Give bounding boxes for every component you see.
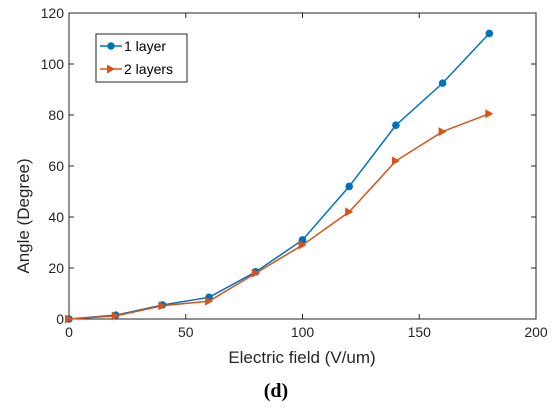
data-point-1-layer [345, 182, 354, 191]
data-point-2-layers [298, 240, 307, 250]
legend-box [95, 33, 188, 83]
plot-axes: 0 50 100 150 200 0 20 40 60 80 100 120 [41, 5, 548, 340]
legend-label-2-layers: 2 layers [124, 61, 173, 77]
data-point-1-layer [392, 121, 400, 129]
y-tick-label: 80 [48, 107, 64, 123]
x-tick-label: 200 [524, 324, 548, 340]
y-axis-label: Angle (Degree) [14, 158, 33, 273]
x-tick-label: 100 [291, 324, 315, 340]
data-point-2-layers [485, 109, 494, 119]
x-tick-label: 150 [408, 324, 432, 340]
data-point-1-layer [485, 29, 494, 38]
y-tick-label: 120 [41, 5, 65, 21]
x-axis-label: Electric field (V/um) [228, 348, 375, 367]
y-tick-label: 60 [48, 158, 64, 174]
y-tick-label: 100 [41, 56, 65, 72]
data-point-1-layer [438, 79, 447, 87]
y-tick-label: 20 [48, 260, 64, 276]
x-tick-label: 50 [178, 324, 194, 340]
x-tick-label: 0 [65, 324, 73, 340]
y-tick-label: 0 [56, 311, 64, 327]
legend-marker-1-layer [107, 42, 115, 50]
data-point-2-layers [111, 311, 120, 321]
data-point-2-layers [205, 296, 214, 306]
series-layer [65, 29, 494, 324]
data-point-2-layers [438, 127, 447, 137]
panel-label: (d) [264, 380, 288, 402]
data-point-2-layers [251, 268, 260, 278]
legend-label-1-layer: 1 layer [124, 38, 166, 54]
y-tick-label: 40 [48, 209, 64, 225]
legend: 1 layer 2 layers [95, 33, 188, 83]
series-line-2-layers [68, 113, 490, 320]
series-2-layers [65, 109, 494, 324]
legend-marker-2-layers [107, 64, 115, 74]
data-point-2-layers [345, 207, 354, 217]
data-point-2-layers [158, 301, 167, 311]
data-point-2-layers [65, 314, 73, 324]
data-point-2-layers [391, 156, 400, 166]
